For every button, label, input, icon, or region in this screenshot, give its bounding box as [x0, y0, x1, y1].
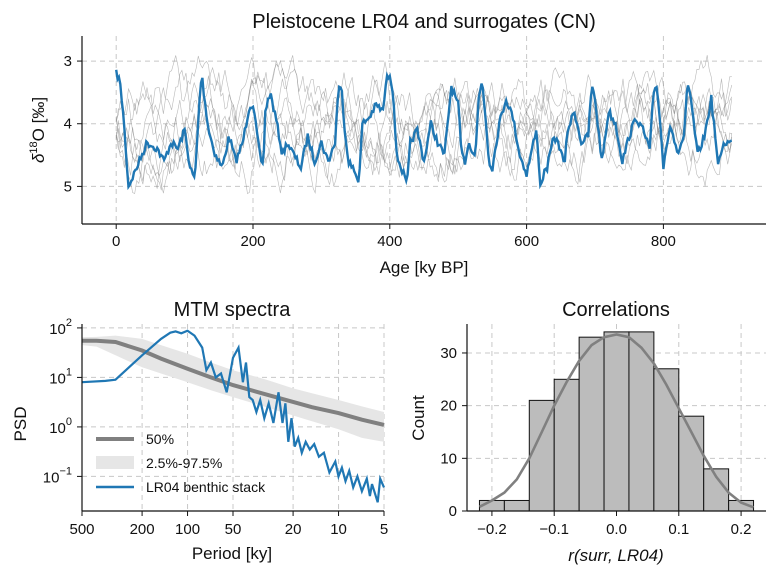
tick-base: 10 [49, 370, 66, 387]
top-x-tick-label: 600 [514, 233, 539, 250]
surrogate-series-line [115, 56, 733, 176]
top-y-tick-label: 4 [64, 116, 72, 133]
tick-exponent: 1 [66, 366, 72, 378]
legend-band-swatch [96, 456, 134, 469]
spectra-x-tick-label: 100 [175, 521, 200, 538]
surrogate-series-line [115, 55, 733, 175]
ylabel-sup: 18 [28, 141, 40, 153]
spectra-legend: 50% 2.5%-97.5% LR04 benthic stack [96, 431, 266, 495]
histogram-bar [653, 368, 680, 512]
correlations-x-ticks: −0.2 −0.1 0.0 0.1 0.2 [477, 511, 752, 538]
tick-base: 10 [49, 420, 66, 437]
spectra-x-axis-label: Period [ky] [192, 544, 272, 563]
ylabel-rest: O [‰] [29, 97, 48, 141]
surrogate-series-line [115, 83, 733, 185]
correlations-y-tick-label: 10 [440, 450, 457, 467]
ylabel-delta: δ [29, 153, 48, 163]
spectra-lr04-line [81, 329, 386, 503]
histogram-bar [528, 399, 555, 512]
spectra-y-tick-label: 10−1 [43, 465, 72, 486]
correlations-chart-title: Correlations [562, 299, 670, 321]
top-panel: 0 200 400 600 800 3 4 5 Pleistocene LR04 and s… [28, 11, 766, 277]
top-chart-title: Pleistocene LR04 and surrogates (CN) [252, 11, 596, 33]
histogram-bar [603, 331, 630, 512]
top-y-axis-label: δ18O [‰] [28, 97, 48, 163]
spectra-x-tick-label: 200 [130, 521, 155, 538]
correlations-y-tick-label: 20 [440, 398, 457, 415]
correlations-x-tick-label: 0.2 [731, 521, 752, 538]
tick-exponent: 0 [66, 416, 72, 428]
legend-band-label: 2.5%-97.5% [146, 455, 222, 471]
top-x-tick-label: 400 [377, 233, 402, 250]
top-x-tick-label: 0 [112, 233, 120, 250]
histogram-bar [628, 331, 655, 512]
histogram-bar [578, 336, 605, 512]
correlations-y-axis-label: Count [409, 395, 428, 441]
correlations-x-axis-label: r(surr, LR04) [568, 546, 663, 565]
tick-exponent: −1 [59, 465, 72, 477]
spectra-y-tick-label: 100 [49, 416, 72, 437]
lr04-series-line [115, 69, 733, 191]
surrogate-series-line [115, 75, 733, 191]
spectra-y-axis-label: PSD [11, 407, 30, 442]
kde-line [478, 333, 754, 509]
correlations-panel: −0.2 −0.1 0.0 0.1 0.2 0 10 20 30 Correlations r… [409, 299, 766, 565]
tick-base: 10 [43, 469, 60, 486]
correlations-x-tick-label: 0.1 [668, 521, 689, 538]
spectra-x-tick-label: 20 [285, 521, 302, 538]
spectra-x-tick-label: 500 [69, 521, 94, 538]
legend-lr04-label: LR04 benthic stack [146, 479, 266, 495]
top-axes [81, 36, 766, 225]
spectra-y-tick-label: 102 [49, 317, 72, 338]
histogram-bar [553, 378, 580, 512]
histogram-bars [478, 331, 755, 512]
top-y-tick-label: 3 [64, 53, 72, 70]
top-x-ticks: 0 200 400 600 800 [112, 224, 676, 250]
spectra-median-line [82, 338, 385, 427]
legend-median-label: 50% [146, 431, 174, 447]
histogram-bar [503, 499, 530, 512]
surrogate-series-line [115, 75, 732, 194]
spectra-y-tick-label: 101 [49, 366, 72, 387]
top-x-tick-label: 200 [240, 233, 265, 250]
surrogate-series-line [115, 55, 733, 194]
spectra-chart-title: MTM spectra [174, 299, 292, 321]
spectra-x-ticks: 500 200 100 50 20 10 5 [69, 511, 388, 538]
spectra-x-tick-label: 50 [225, 521, 242, 538]
correlations-y-tick-label: 0 [449, 503, 457, 520]
correlations-y-ticks: 0 10 20 30 [440, 345, 467, 520]
correlations-x-tick-label: −0.1 [539, 521, 569, 538]
correlations-y-tick-label: 30 [440, 345, 457, 362]
tick-exponent: 2 [66, 317, 72, 329]
spectra-band-2.5-97.5 [82, 335, 384, 442]
top-x-tick-label: 800 [651, 233, 676, 250]
correlations-x-tick-label: 0.0 [606, 521, 627, 538]
spectra-x-tick-label: 10 [330, 521, 347, 538]
top-x-axis-label: Age [ky BP] [380, 258, 469, 277]
top-y-ticks: 3 4 5 [64, 53, 82, 195]
correlations-x-tick-label: −0.2 [477, 521, 507, 538]
tick-base: 10 [49, 321, 66, 338]
spectra-x-tick-label: 5 [380, 521, 388, 538]
top-y-tick-label: 5 [64, 178, 72, 195]
